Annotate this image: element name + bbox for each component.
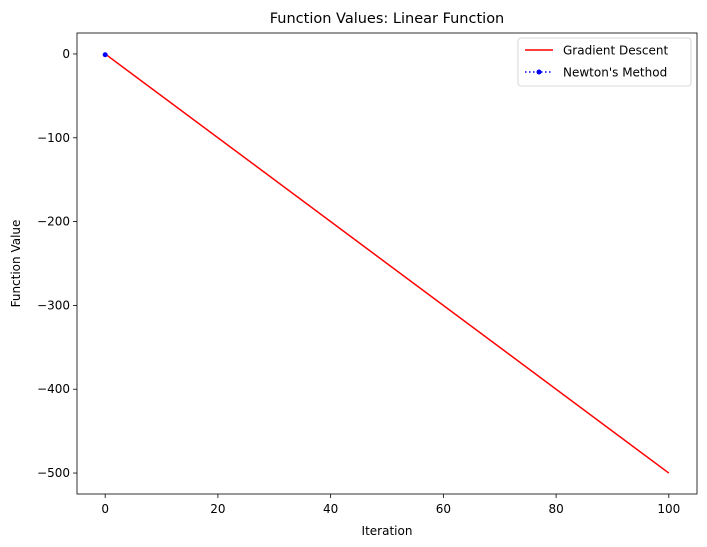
x-axis-label: Iteration bbox=[362, 524, 413, 538]
legend: Gradient Descent Newton's Method bbox=[517, 37, 692, 87]
y-tick-label: −200 bbox=[37, 215, 70, 229]
plot-frame bbox=[76, 32, 698, 495]
y-tick-label: 0 bbox=[62, 47, 70, 61]
data-point-newton-s-method bbox=[102, 52, 108, 58]
chart-title: Function Values: Linear Function bbox=[270, 11, 505, 27]
series-line-gradient-descent bbox=[104, 53, 670, 474]
x-tick-label: 20 bbox=[210, 502, 225, 516]
x-tick-label: 80 bbox=[548, 502, 563, 516]
x-tick-label: 0 bbox=[101, 502, 109, 516]
y-tick-label: −500 bbox=[37, 466, 70, 480]
legend-box bbox=[517, 37, 692, 87]
y-axis-label: Function Value bbox=[9, 220, 23, 308]
y-tick-label: −300 bbox=[37, 298, 70, 312]
y-axis-ticks: 0 −100 −200 −300 −400 −500 bbox=[37, 47, 77, 480]
legend-marker-newtons-method bbox=[536, 69, 542, 75]
x-tick-label: 60 bbox=[436, 502, 451, 516]
y-tick-label: −400 bbox=[37, 382, 70, 396]
legend-label-newtons-method: Newton's Method bbox=[563, 66, 667, 80]
x-axis-ticks: 0 20 40 60 80 100 bbox=[101, 494, 680, 516]
y-tick-label: −100 bbox=[37, 131, 70, 145]
plot-area bbox=[76, 32, 698, 495]
x-tick-label: 40 bbox=[323, 502, 338, 516]
x-tick-label: 100 bbox=[657, 502, 680, 516]
series-layer bbox=[102, 52, 670, 474]
legend-label-gradient-descent: Gradient Descent bbox=[563, 44, 669, 58]
